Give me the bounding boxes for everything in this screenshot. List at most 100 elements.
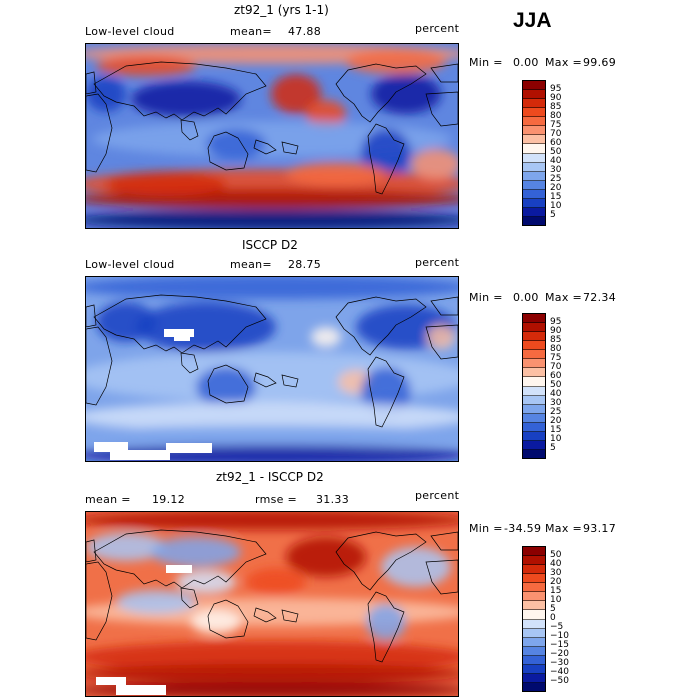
colorbar-swatch bbox=[523, 422, 545, 432]
colorbar-tick-label: −5 bbox=[550, 621, 564, 632]
colorbar-tick-label: 10 bbox=[550, 594, 562, 605]
colorbar-tick-label: 90 bbox=[550, 325, 562, 336]
colorbar-swatch bbox=[523, 547, 545, 557]
colorbar-tick-label: −20 bbox=[550, 648, 569, 659]
colorbar-tick-label: 0 bbox=[550, 612, 556, 623]
panel-1-min-label: Min = bbox=[469, 56, 503, 69]
colorbar-swatch bbox=[523, 431, 545, 441]
colorbar-swatch bbox=[523, 386, 545, 396]
map-field bbox=[86, 277, 458, 461]
panel-2-map bbox=[85, 276, 459, 462]
colorbar-swatch bbox=[523, 162, 545, 172]
colorbar-swatch bbox=[523, 350, 545, 360]
panel-3-colorbar bbox=[522, 546, 546, 692]
map-field bbox=[86, 512, 458, 696]
colorbar-tick-label: 20 bbox=[550, 415, 562, 426]
colorbar-swatch bbox=[523, 144, 545, 154]
colorbar-tick-label: 15 bbox=[550, 424, 562, 435]
panel-3-min-label: Min = bbox=[469, 522, 503, 535]
colorbar-swatch bbox=[523, 332, 545, 342]
colorbar-tick-label: 5 bbox=[550, 442, 556, 453]
coastlines bbox=[86, 294, 458, 428]
panel-2-mean-value: 28.75 bbox=[288, 258, 321, 271]
missing-data-mask bbox=[110, 450, 170, 460]
colorbar-swatch bbox=[523, 180, 545, 190]
colorbar-tick-label: 40 bbox=[550, 155, 562, 166]
missing-data-mask bbox=[166, 443, 212, 453]
colorbar-swatch bbox=[523, 601, 545, 611]
panel-1-mean-value: 47.88 bbox=[288, 25, 321, 38]
panel-3-map bbox=[85, 511, 459, 697]
colorbar-tick-label: −40 bbox=[550, 666, 569, 677]
colorbar-swatch bbox=[523, 323, 545, 333]
missing-data-mask bbox=[116, 685, 166, 695]
colorbar-tick-label: 80 bbox=[550, 343, 562, 354]
missing-data-mask bbox=[164, 329, 194, 337]
colorbar-tick-label: 95 bbox=[550, 83, 562, 94]
colorbar-swatch bbox=[523, 117, 545, 127]
colorbar-swatch bbox=[523, 574, 545, 584]
colorbar-swatch bbox=[523, 108, 545, 118]
colorbar-tick-label: 30 bbox=[550, 567, 562, 578]
colorbar-swatch bbox=[523, 556, 545, 566]
panel-3-units: percent bbox=[415, 489, 460, 502]
colorbar-swatch bbox=[523, 637, 545, 647]
panel-1-title: zt92_1 (yrs 1-1) bbox=[234, 3, 329, 17]
colorbar-swatch bbox=[523, 99, 545, 109]
panel-3-min-value: -34.59 bbox=[504, 522, 542, 535]
colorbar-tick-label: 25 bbox=[550, 173, 562, 184]
colorbar-swatch bbox=[523, 610, 545, 620]
colorbar-swatch bbox=[523, 377, 545, 387]
colorbar-tick-label: 60 bbox=[550, 137, 562, 148]
colorbar-tick-label: 40 bbox=[550, 558, 562, 569]
colorbar-tick-label: 30 bbox=[550, 164, 562, 175]
panel-2-min-value: 0.00 bbox=[513, 291, 539, 304]
panel-3-max-value: 93.17 bbox=[583, 522, 616, 535]
colorbar-swatch bbox=[523, 171, 545, 181]
missing-data-mask bbox=[96, 677, 126, 685]
colorbar-tick-label: 85 bbox=[550, 101, 562, 112]
panel-2-units: percent bbox=[415, 256, 460, 269]
colorbar-tick-label: 85 bbox=[550, 334, 562, 345]
panel-1-max-value: 99.69 bbox=[583, 56, 616, 69]
colorbar-tick-label: 75 bbox=[550, 119, 562, 130]
colorbar-tick-label: 10 bbox=[550, 433, 562, 444]
colorbar-swatch bbox=[523, 583, 545, 593]
colorbar-tick-label: 50 bbox=[550, 549, 562, 560]
panel-3-colorbar-ticks: 50 40 30 20 15 10 5 0 −5 −10 −15 −20 −30 −40 −50 bbox=[550, 546, 580, 690]
panel-2-max-value: 72.34 bbox=[583, 291, 616, 304]
colorbar-swatch bbox=[523, 126, 545, 136]
panel-1-map bbox=[85, 43, 459, 229]
missing-data-mask bbox=[174, 335, 190, 341]
colorbar-swatch bbox=[523, 628, 545, 638]
panel-1-units: percent bbox=[415, 22, 460, 35]
colorbar-tick-label: 25 bbox=[550, 406, 562, 417]
colorbar-tick-label: 30 bbox=[550, 397, 562, 408]
map-field bbox=[86, 44, 458, 228]
colorbar-swatch bbox=[523, 207, 545, 217]
colorbar-tick-label: 75 bbox=[550, 352, 562, 363]
colorbar-swatch bbox=[523, 440, 545, 450]
colorbar-swatch bbox=[523, 135, 545, 145]
colorbar-tick-label: 10 bbox=[550, 200, 562, 211]
colorbar-swatch bbox=[523, 153, 545, 163]
colorbar-tick-label: 60 bbox=[550, 370, 562, 381]
colorbar-swatch bbox=[523, 90, 545, 100]
panel-1-max-label: Max = bbox=[545, 56, 582, 69]
colorbar-swatch bbox=[523, 673, 545, 683]
colorbar-tick-label: 50 bbox=[550, 146, 562, 157]
panel-2-title: ISCCP D2 bbox=[242, 238, 298, 252]
panel-1-min-value: 0.00 bbox=[513, 56, 539, 69]
panel-2-colorbar-ticks: 95 90 85 80 75 70 60 50 40 30 25 20 15 10 5 bbox=[550, 313, 580, 457]
season-label: JJA bbox=[513, 9, 552, 32]
panel-3-mean-value: 19.12 bbox=[152, 493, 185, 506]
colorbar-tick-label: 5 bbox=[550, 603, 556, 614]
colorbar-swatch bbox=[523, 341, 545, 351]
panel-2-variable-label: Low-level cloud bbox=[85, 258, 175, 271]
panel-2-min-label: Min = bbox=[469, 291, 503, 304]
colorbar-swatch bbox=[523, 314, 545, 324]
panel-2-mean-label: mean= bbox=[230, 258, 272, 271]
colorbar-tick-label: 15 bbox=[550, 585, 562, 596]
colorbar-tick-label: −30 bbox=[550, 657, 569, 668]
colorbar-swatch bbox=[523, 395, 545, 405]
